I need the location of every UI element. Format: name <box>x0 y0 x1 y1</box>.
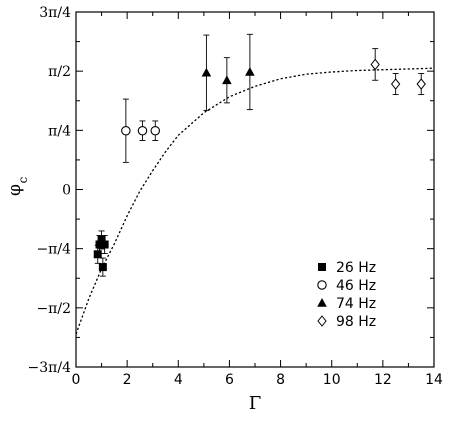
y-axis-label: φ c <box>5 176 30 196</box>
legend-marker <box>317 298 327 307</box>
x-tick-label: 12 <box>374 372 392 388</box>
y-tick-label: π/2 <box>48 64 71 80</box>
y-tick-label: −π/2 <box>36 301 71 317</box>
y-tick-label: −π/4 <box>36 242 71 258</box>
legend: 26 Hz 46 Hz 74 Hz 98 Hz <box>317 260 376 330</box>
y-tick-label: −3π/4 <box>28 360 72 376</box>
data-point <box>95 240 104 249</box>
x-tick-label: 2 <box>123 372 132 388</box>
x-tick-label: 10 <box>323 372 341 388</box>
data-point <box>416 78 426 90</box>
legend-marker <box>317 280 327 290</box>
x-tick-label: 6 <box>225 372 234 388</box>
legend-marker <box>317 315 327 327</box>
data-point <box>222 75 232 85</box>
x-axis-ticks: 0 2 4 6 8 10 12 14 <box>72 12 443 388</box>
x-tick-label: 8 <box>276 372 285 388</box>
data-point <box>98 263 107 272</box>
data-point <box>150 125 161 136</box>
data-point <box>97 235 106 244</box>
y-axis-ticks: 3π/4 π/2 π/4 0 −π/4 −π/2 −3π/4 <box>28 5 434 376</box>
fit-curve <box>75 67 435 335</box>
data-point <box>100 240 109 249</box>
data-point <box>201 67 212 77</box>
y-axis-label-subscript: c <box>16 176 30 183</box>
y-tick-label: π/4 <box>48 123 71 139</box>
data-point <box>391 78 401 90</box>
legend-label: 74 Hz <box>336 296 376 312</box>
x-axis-label: Γ <box>249 393 262 414</box>
series-layer <box>93 33 426 277</box>
series-3 <box>370 48 426 96</box>
y-tick-label: 0 <box>62 183 71 199</box>
x-tick-label: 4 <box>174 372 183 388</box>
y-tick-label: 3π/4 <box>39 5 71 21</box>
y-axis-label-main: φ <box>5 184 25 196</box>
data-point <box>121 125 131 136</box>
series-0 <box>93 230 109 277</box>
x-tick-label: 0 <box>72 372 81 388</box>
legend-label: 98 Hz <box>336 314 376 330</box>
data-point <box>137 125 148 136</box>
series-2 <box>201 33 255 111</box>
legend-marker <box>318 263 326 271</box>
data-point <box>370 58 380 71</box>
series-1 <box>121 98 161 163</box>
data-point <box>93 250 102 259</box>
legend-label: 46 Hz <box>336 278 376 294</box>
data-point <box>245 66 255 76</box>
plot-frame <box>75 11 435 368</box>
legend-label: 26 Hz <box>336 260 376 276</box>
x-tick-label: 14 <box>425 372 443 388</box>
